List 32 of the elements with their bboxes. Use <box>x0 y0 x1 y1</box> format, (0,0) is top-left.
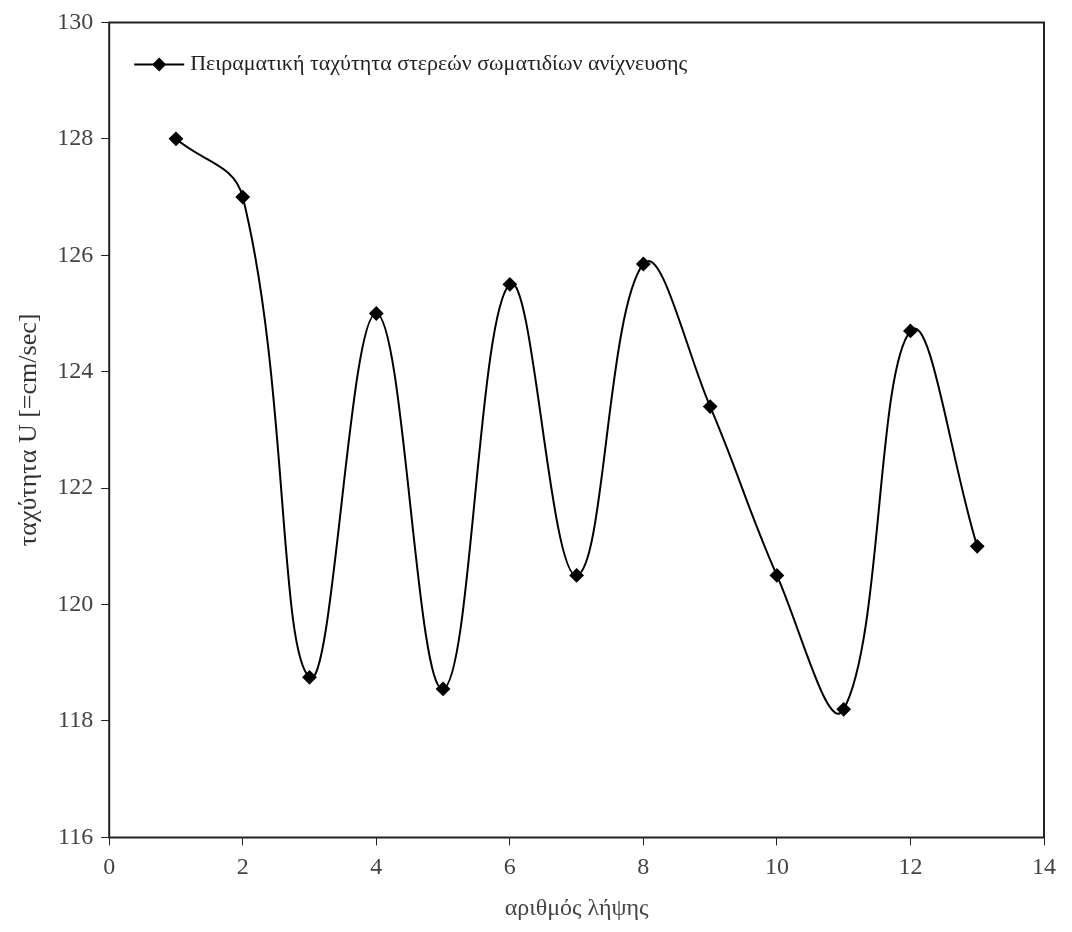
y-tick-label: 128 <box>57 124 94 151</box>
y-tick-label: 126 <box>57 240 94 267</box>
point <box>769 568 784 583</box>
x-tick-label: 10 <box>764 853 789 880</box>
point <box>235 190 250 205</box>
point <box>970 539 985 554</box>
y-tick-label: 122 <box>57 473 94 500</box>
x-axis-title: αριθμός λήψης <box>504 893 650 920</box>
x-tick-label: 0 <box>103 853 116 880</box>
y-tick-label: 120 <box>57 589 94 616</box>
point <box>436 681 451 696</box>
y-tick-label: 124 <box>57 356 94 383</box>
legend-label: Πειραματική ταχύτητα στερεών σωματιδίων ανίχνευσης <box>190 50 688 76</box>
point <box>168 131 183 146</box>
x-tick-label: 2 <box>236 853 249 880</box>
point <box>903 323 918 338</box>
point <box>836 702 851 717</box>
x-tick-label: 14 <box>1032 853 1056 880</box>
x-tick-label: 12 <box>898 853 923 880</box>
y-tick-label: 118 <box>58 706 94 733</box>
point <box>703 399 718 414</box>
point <box>302 670 317 685</box>
point <box>636 256 651 271</box>
y-axis-title: ταχύτητα U [=cm/sec] <box>13 313 43 547</box>
x-tick-label: 8 <box>637 853 650 880</box>
point <box>569 568 584 583</box>
x-tick-label: 6 <box>503 853 516 880</box>
y-tick-label: 116 <box>58 822 94 849</box>
point <box>502 277 517 292</box>
point <box>369 306 384 321</box>
y-tick-label: 130 <box>57 7 94 34</box>
x-tick-label: 4 <box>370 853 383 880</box>
